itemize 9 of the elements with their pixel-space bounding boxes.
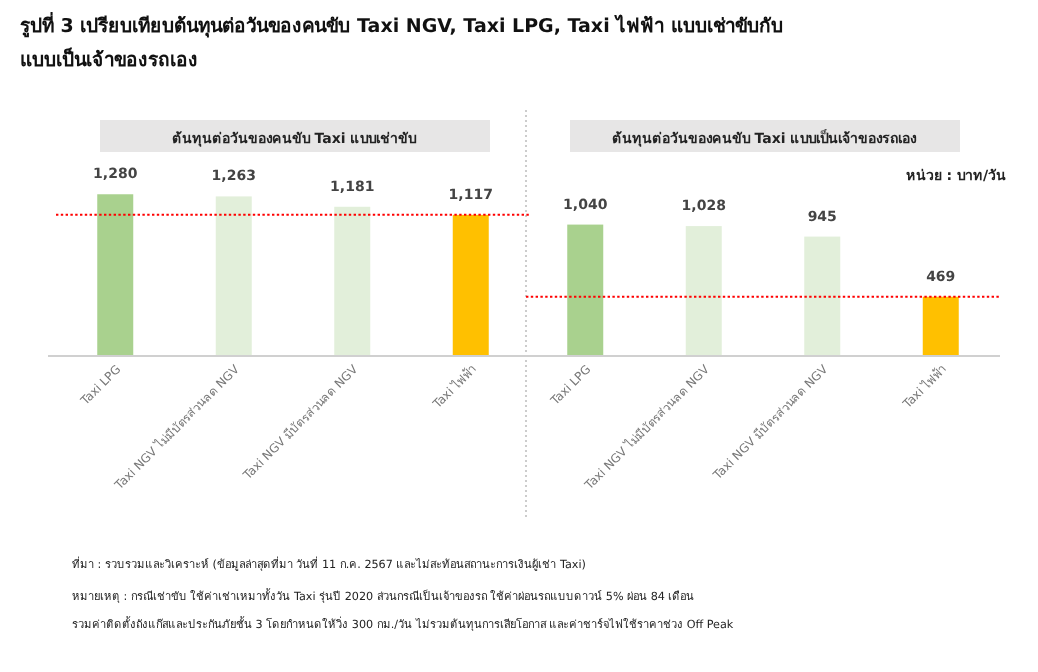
bar [804, 236, 841, 356]
bar [334, 206, 371, 356]
bar [685, 226, 722, 356]
bar [567, 224, 604, 356]
bar [215, 196, 252, 356]
bar [922, 296, 959, 356]
bar [452, 214, 489, 356]
bar [97, 194, 134, 356]
chart-title: รูปที่ 3 เปรียบเทียบต้นทุนต่อวันของคนขับ Taxi NGV, Taxi LPG, Taxi ไฟฟ้า แบบเช่าขับกับ แบบเป็นเจ้าของรถเอง [20, 10, 783, 72]
